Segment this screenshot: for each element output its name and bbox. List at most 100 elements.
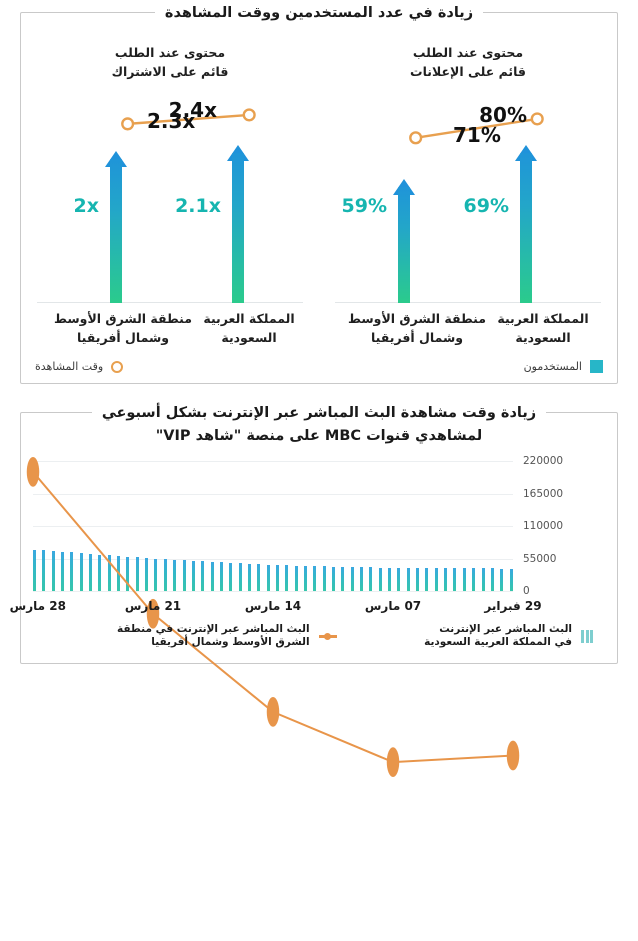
label-ads-ksa-watchtime: 80% <box>479 103 527 127</box>
bar <box>89 553 93 591</box>
panel2-title-line2: لمشاهدي قنوات MBC على منصة "شاهد VIP" <box>21 425 617 447</box>
bar <box>210 561 214 591</box>
ytick-110000: 110000 <box>523 520 564 532</box>
bar <box>444 568 448 591</box>
line-point-2 <box>266 697 280 727</box>
panel2-title-line1: زيادة وقت مشاهدة البث المباشر عبر الإنتر… <box>91 402 547 424</box>
arrow-ads-ksa-users <box>515 145 537 303</box>
bar <box>238 563 242 591</box>
bar <box>481 568 485 591</box>
xtick-2: 14 مارس <box>244 599 302 613</box>
axis-label-sub-mena: منطقة الشرق الأوسط وشمال أفريقيا <box>54 311 192 345</box>
bar <box>126 556 130 591</box>
axis-label-ads-ksa: المملكة العربية السعودية <box>497 311 589 345</box>
xtick-1: 07 مارس <box>364 599 422 613</box>
bar <box>322 566 326 591</box>
bar <box>350 566 354 591</box>
bar <box>191 560 195 591</box>
legend-watchtime-label: وقت المشاهدة <box>35 360 104 373</box>
bar <box>425 568 429 591</box>
bar <box>247 563 251 591</box>
gridline <box>33 558 513 560</box>
xtick-4: 28 مارس <box>9 599 66 613</box>
bar <box>107 555 111 591</box>
group-ads-axis-labels: المملكة العربية السعودية منطقة الشرق الأ… <box>327 309 609 355</box>
legend-mena-text: البث المباشر عبر الإنترنت في منطقة الشرق… <box>117 623 310 648</box>
users-watchtime-panel: زيادة في عدد المستخدمين ووقت المشاهدة مح… <box>20 2 618 384</box>
bar <box>61 551 65 591</box>
gridline <box>33 493 513 495</box>
bar-series-ksa <box>33 461 513 591</box>
watchtime-point-mena <box>409 131 423 145</box>
line-point-3 <box>146 598 160 629</box>
bar <box>388 567 392 591</box>
xtick-3: 21 مارس <box>124 599 182 613</box>
bar <box>163 559 167 591</box>
watchtime-line-path <box>127 113 250 126</box>
gridline <box>33 591 513 592</box>
bar <box>360 567 364 591</box>
bar <box>341 566 345 591</box>
bar <box>378 567 382 591</box>
bar <box>472 568 476 591</box>
arrow-shaft <box>110 159 122 303</box>
watchtime-line-subscription <box>121 108 256 131</box>
bar <box>201 561 205 591</box>
label-sub-ksa-watchtime: 2.4x <box>168 98 217 122</box>
weekly-livestream-panel: زيادة وقت مشاهدة البث المباشر عبر الإنتر… <box>10 402 618 777</box>
arrow-shaft <box>398 187 410 303</box>
bar <box>434 568 438 591</box>
watchtime-swatch-icon <box>111 360 124 373</box>
axis-label-ads-mena: منطقة الشرق الأوسط وشمال أفريقيا <box>348 311 486 345</box>
line-point-1 <box>386 747 400 777</box>
gridline <box>33 461 513 462</box>
arrow-sub-mena-users <box>105 151 127 303</box>
bar <box>303 565 307 591</box>
bar <box>33 549 36 591</box>
arrow-ads-mena-users <box>393 179 415 303</box>
baseline <box>335 302 601 303</box>
value-ads-ksa-users: 69% <box>463 195 509 217</box>
bar <box>406 568 410 591</box>
panel2-title: زيادة وقت مشاهدة البث المباشر عبر الإنتر… <box>21 402 617 447</box>
legend-watchtime[interactable]: وقت المشاهدة <box>35 360 124 373</box>
legend-livestream-mena[interactable]: البث المباشر عبر الإنترنت في منطقة الشرق… <box>117 623 337 649</box>
bar <box>453 568 457 591</box>
group-ads-heading-line1: محتوى عند الطلب <box>412 45 524 60</box>
bar <box>500 568 504 591</box>
bar <box>257 564 261 591</box>
users-swatch-icon <box>590 360 603 373</box>
bar <box>275 565 279 591</box>
bar <box>135 557 139 591</box>
group-ads-heading-line2: قائم على الإعلانات <box>410 64 526 79</box>
bar <box>79 553 83 591</box>
ytick-0: 0 <box>523 585 530 597</box>
watchtime-line-ads <box>409 112 544 145</box>
bar <box>219 562 223 591</box>
bar <box>369 567 373 591</box>
bar <box>462 568 466 591</box>
legend-users-label: المستخدمون <box>523 360 582 373</box>
bar <box>98 554 102 591</box>
bar <box>266 564 270 591</box>
bar <box>70 552 74 591</box>
watchtime-point-ksa <box>242 108 256 122</box>
value-sub-mena-users: 2x <box>73 195 99 217</box>
baseline <box>37 302 303 303</box>
legend-livestream-ksa[interactable]: البث المباشر عبر الإنترنت في المملكة الع… <box>424 623 593 649</box>
bar <box>397 568 401 591</box>
legend-users[interactable]: المستخدمون <box>524 360 603 373</box>
value-ads-mena-users: 59% <box>341 195 387 217</box>
line-point-0 <box>506 740 520 771</box>
bar <box>416 568 420 591</box>
watchtime-line-path <box>415 117 538 140</box>
plot-area <box>26 457 520 777</box>
gridline <box>33 526 513 527</box>
arrow-sub-ksa-users <box>227 145 249 303</box>
ytick-220000: 220000 <box>523 455 564 467</box>
bar <box>294 565 298 591</box>
bar <box>229 562 233 591</box>
group-subscription-heading: محتوى عند الطلب قائم على الاشتراك <box>21 43 319 81</box>
group-ads-based: محتوى عند الطلب قائم على الإعلانات 69% 5… <box>319 13 617 383</box>
group-ads-plot: 69% 59% 80% 71% <box>333 91 603 303</box>
